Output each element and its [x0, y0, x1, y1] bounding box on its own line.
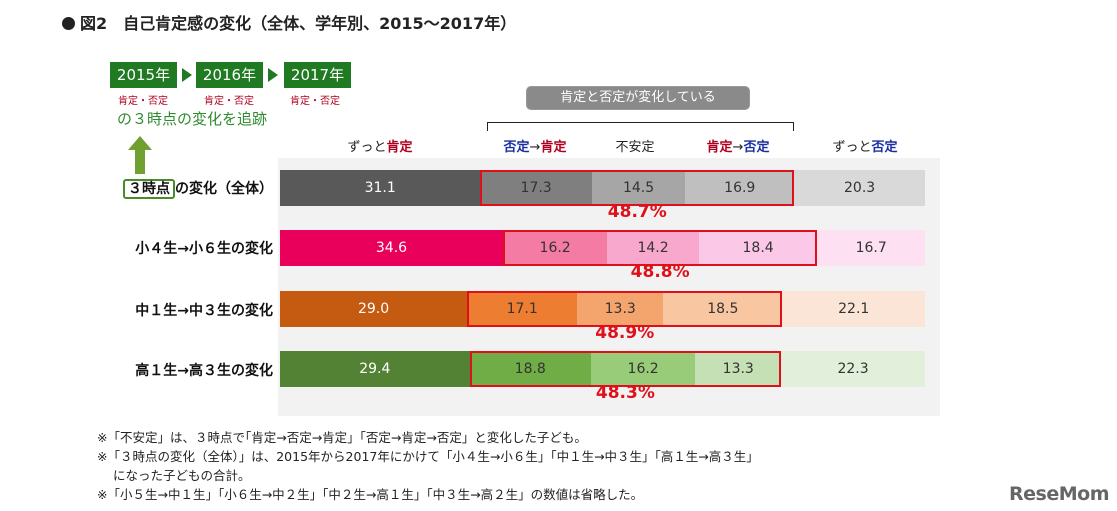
bar-segment-neg-to-pos: 17.1	[467, 291, 578, 327]
bar-high-school: 29.4 18.8 16.2 13.3 22.3	[280, 351, 925, 387]
bar-segment-always-negative: 22.3	[781, 351, 925, 387]
bar-segment-pos-to-neg: 16.9	[685, 170, 795, 206]
chart-title: 図2 自己肯定感の変化（全体、学年別、2015〜2017年）	[62, 10, 516, 34]
bar-segment-always-negative: 16.7	[817, 230, 925, 266]
bar-segment-unstable: 13.3	[577, 291, 664, 327]
row-label-overall: ３時点 の変化（全体）	[108, 178, 273, 199]
year-sub-2015: 肯定・否定	[118, 96, 168, 107]
bar-segment-unstable: 16.2	[590, 351, 696, 387]
changing-range-box	[480, 170, 795, 206]
year-sub-2016: 肯定・否定	[204, 96, 254, 107]
changing-total-label: 48.9%	[595, 323, 655, 343]
bar-segment-pos-to-neg: 18.5	[663, 291, 783, 327]
changing-total-label: 48.7%	[607, 202, 667, 222]
arrow-up-stem	[135, 150, 145, 174]
year-badge-2017: 2017年	[284, 62, 351, 88]
bar-segment-always-negative: 22.1	[782, 291, 925, 327]
bars-area: 31.1 17.3 14.5 16.9 20.3 48.7% 34.6 16.2 14.2 18.…	[280, 0, 925, 511]
header-unstable: 不安定	[615, 140, 655, 155]
note-1: ※「不安定」は、３時点で｢肯定→否定→肯定｣「否定→肯定→否定」と変化した子ども…	[97, 430, 587, 445]
bar-junior-high: 29.0 17.1 13.3 18.5 22.1	[280, 291, 925, 327]
bar-overall: 31.1 17.3 14.5 16.9 20.3	[280, 170, 925, 206]
bar-segment-always-negative: 20.3	[794, 170, 925, 206]
bullet-icon	[62, 17, 75, 30]
row-label-high-school: 高１生→高３生の変化	[135, 363, 273, 379]
note-3: になった子どもの合計。	[113, 468, 251, 483]
bar-segment-neg-to-pos: 17.3	[480, 170, 592, 206]
row-label-elementary: 小４生→小６生の変化	[135, 241, 273, 257]
bar-segment-always-positive: 29.4	[280, 351, 470, 387]
arrow-right-icon	[182, 68, 192, 82]
three-points-box: ３時点	[123, 179, 175, 199]
watermark-logo: ReseMom	[1009, 483, 1109, 505]
arrow-up-icon	[128, 136, 152, 150]
changing-group-bracket	[487, 122, 794, 131]
year-sub-2017: 肯定・否定	[290, 96, 340, 107]
changing-total-label: 48.8%	[630, 262, 690, 282]
bar-segment-neg-to-pos: 18.8	[469, 351, 591, 387]
arrow-right-icon	[268, 68, 278, 82]
bar-segment-pos-to-neg: 13.3	[695, 351, 782, 387]
year-badge-2016: 2016年	[196, 62, 263, 88]
note-2: ※「３時点の変化（全体）」は、2015年から2017年にかけて「小４生→小６生」…	[97, 449, 759, 464]
tracking-text: の３時点の変化を追跡	[117, 110, 268, 128]
changing-total-label: 48.3%	[595, 383, 655, 403]
header-neg-to-pos: 否定→肯定	[503, 140, 567, 155]
bar-segment-always-positive: 31.1	[280, 170, 481, 206]
header-pos-to-neg: 肯定→否定	[706, 140, 770, 155]
bar-segment-unstable: 14.2	[607, 230, 699, 266]
bar-segment-neg-to-pos: 16.2	[502, 230, 608, 266]
year-badge-2015: 2015年	[110, 62, 177, 88]
bar-elementary: 34.6 16.2 14.2 18.4 16.7	[280, 230, 925, 266]
bar-segment-always-positive: 34.6	[280, 230, 503, 266]
changing-range-box	[469, 351, 782, 387]
header-always-positive: ずっと肯定	[347, 140, 413, 155]
bar-segment-pos-to-neg: 18.4	[698, 230, 818, 266]
changing-range-box	[502, 230, 818, 266]
row-label-junior-high: 中１生→中３生の変化	[135, 303, 273, 319]
bar-segment-unstable: 14.5	[591, 170, 686, 206]
changing-range-box	[467, 291, 783, 327]
header-always-negative: ずっと否定	[832, 140, 898, 155]
bar-segment-always-positive: 29.0	[280, 291, 468, 327]
changing-group-label: 肯定と否定が変化している	[526, 86, 750, 110]
note-4: ※「小５生→中１生」「小６生→中２生」「中２生→高１生」「中３生→高２生」の数値…	[97, 487, 644, 502]
